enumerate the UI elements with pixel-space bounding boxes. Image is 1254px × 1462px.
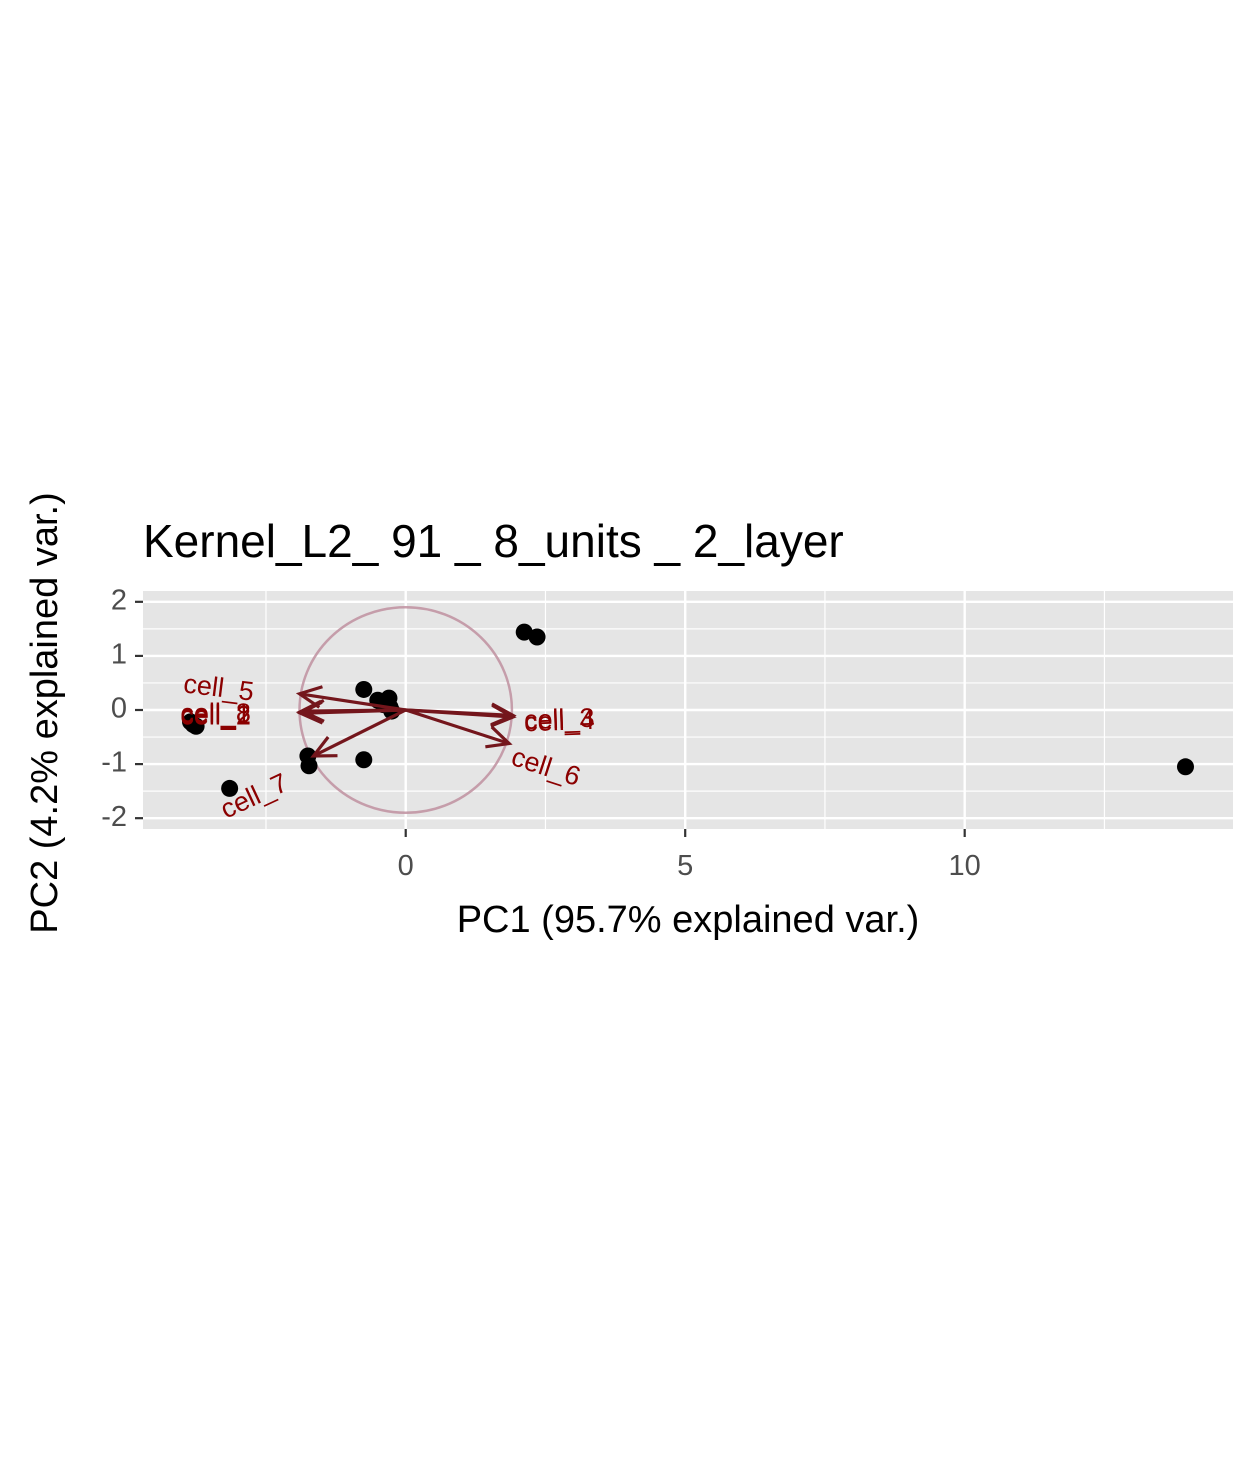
data-point: [515, 623, 533, 641]
correlation-circle: [298, 605, 514, 815]
data-point: [528, 628, 546, 646]
grid-lines: [143, 591, 1233, 829]
y-tick-label: 2: [111, 584, 127, 616]
loading-label-cell_1: cell_1: [180, 700, 251, 730]
loading-arrowhead-cell_7: [310, 736, 338, 758]
loading-arrows-layer: [295, 685, 517, 758]
x-tick-label: 0: [398, 850, 414, 882]
x-axis: 0 5 10: [398, 829, 981, 882]
x-tick-label: 5: [677, 850, 693, 882]
data-point: [1176, 758, 1194, 776]
x-tick-label: 10: [949, 850, 981, 882]
loading-label-cell_4: cell_4: [524, 705, 596, 737]
data-point: [187, 717, 205, 735]
loading-label-cell_2: cell_2: [180, 701, 251, 731]
chart-title: Kernel_L2_ 91 _ 8_units _ 2_layer: [143, 515, 844, 567]
loading-label-cell_3: cell_3: [524, 703, 596, 735]
loading-arrowhead-cell_8: [298, 698, 325, 723]
loading-arrowhead-cell_6: [485, 725, 513, 749]
data-point: [355, 751, 373, 769]
y-axis: -2 -1 0 1 2: [101, 584, 143, 833]
y-axis-title: PC2 (4.2% explained var.): [24, 492, 66, 933]
y-tick-label: 0: [111, 693, 127, 725]
y-tick-label: 1: [111, 639, 127, 671]
loading-label-cell_8: cell_8: [180, 698, 251, 728]
loading-arrow-cell_6: [405, 708, 510, 746]
loading-arrowhead-cell_5: [295, 685, 323, 709]
y-tick-label: -1: [101, 747, 127, 779]
data-point: [300, 757, 318, 775]
loading-arrow-cell_4: [405, 708, 514, 719]
loading-arrow-cell_7: [312, 708, 407, 758]
data-point: [355, 680, 373, 698]
y-tick-label: -2: [101, 801, 127, 833]
data-point: [221, 779, 239, 797]
loading-arrowhead-cell_4: [490, 703, 517, 728]
correlation-circle-layer: [298, 605, 514, 815]
loading-arrow-cell_5: [299, 692, 406, 712]
x-axis-title: PC1 (95.7% explained var.): [457, 899, 920, 941]
loading-arrow-cell_8: [302, 708, 406, 713]
